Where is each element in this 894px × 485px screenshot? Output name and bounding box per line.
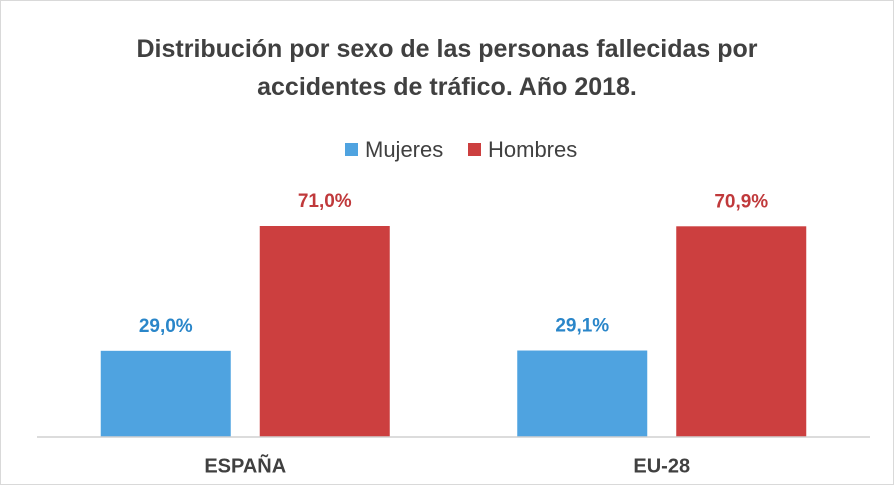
data-label: 70,9%	[714, 191, 768, 212]
legend-label: Mujeres	[365, 137, 443, 162]
bar	[676, 226, 807, 437]
legend-label: Hombres	[488, 137, 577, 162]
data-label: 29,1%	[555, 316, 609, 337]
bar	[259, 226, 390, 437]
bar	[517, 350, 648, 437]
legend-swatch	[345, 143, 358, 156]
x-tick-label: ESPAÑA	[204, 454, 286, 477]
legend-swatch	[468, 143, 481, 156]
chart-title: Distribución por sexo de las personas fa…	[136, 35, 758, 101]
x-tick-label: EU-28	[633, 455, 690, 477]
bar	[100, 350, 231, 437]
data-label: 71,0%	[298, 191, 352, 212]
data-label: 29,0%	[139, 316, 193, 337]
